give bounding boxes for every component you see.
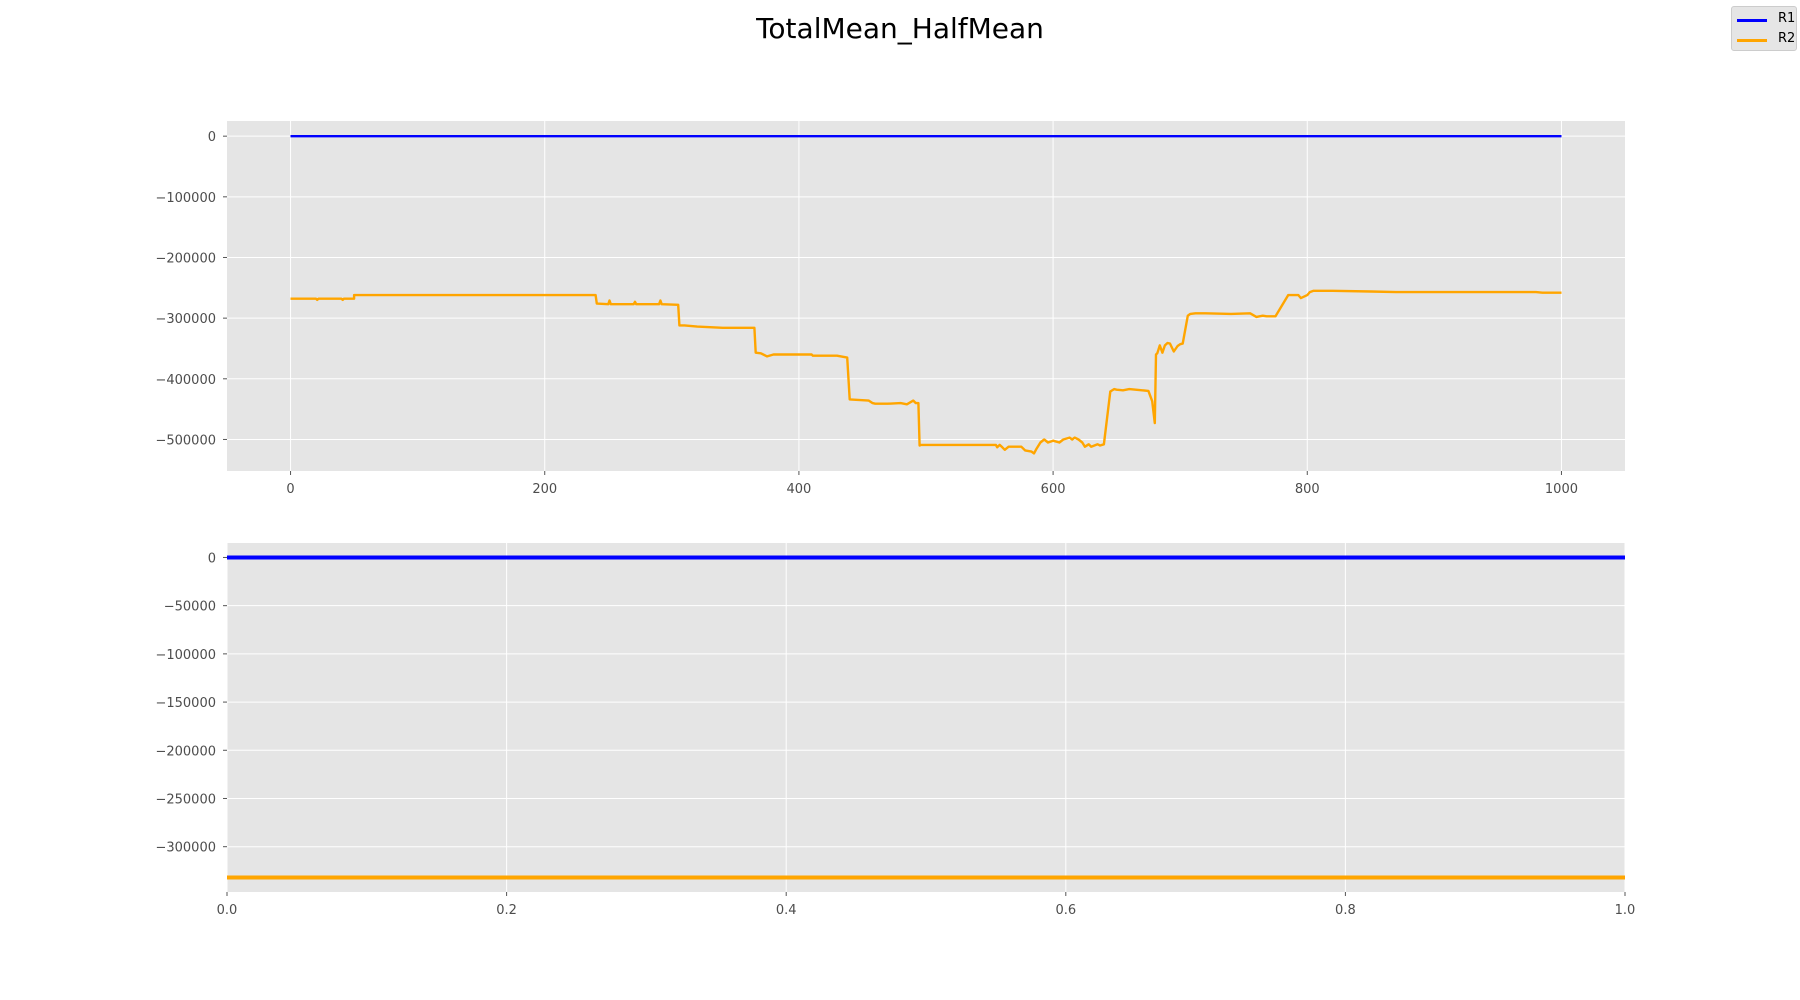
y-tick-label: −300000 (155, 841, 216, 856)
x-tick-label: 1.0 (1615, 903, 1636, 918)
x-tick-label: 1000 (1545, 482, 1578, 497)
legend-label-r1: R1 (1778, 11, 1796, 26)
y-tick-label: −300000 (155, 312, 216, 327)
legend-swatch-r1 (1737, 19, 1767, 22)
x-tick-label: 400 (786, 482, 811, 497)
y-tick-label: −400000 (155, 373, 216, 388)
series-line-r2 (290, 289, 1562, 455)
y-tick-label: −50000 (164, 600, 216, 615)
subplot-1: 0 200 400 600 800 1000 0 −100000 −200000 −300000 −… (155, 121, 1625, 497)
y-tick-label: −150000 (155, 696, 216, 711)
x-tick-label: 0.0 (217, 903, 238, 918)
legend-label-r2: R2 (1778, 31, 1796, 46)
figure-title: TotalMean_HalfMean (756, 12, 1044, 45)
y-tick-label: −500000 (155, 433, 216, 448)
x-tick-label: 0.8 (1335, 903, 1356, 918)
y-tick-label: −100000 (155, 191, 216, 206)
x-tick-label: 0.4 (776, 903, 797, 918)
y-tick-label: −200000 (155, 251, 216, 266)
legend: R1 R2 (1731, 6, 1797, 51)
x-tick-label: 600 (1041, 482, 1066, 497)
plot-background (227, 543, 1625, 892)
y-tick-label: −200000 (155, 744, 216, 759)
y-tick-label: 0 (208, 130, 216, 145)
subplot-2: 0.0 0.2 0.4 0.6 0.8 1.0 0 −50000 −100000 −150000 −… (155, 543, 1635, 918)
legend-swatch-r2 (1737, 39, 1767, 42)
y-tick-label: −250000 (155, 792, 216, 807)
x-tick-label: 0.2 (496, 903, 517, 918)
x-tick-label: 0 (286, 482, 294, 497)
x-tick-label: 200 (532, 482, 557, 497)
y-tick-label: −100000 (155, 648, 216, 663)
y-tick-label: 0 (208, 551, 216, 566)
x-tick-label: 800 (1295, 482, 1320, 497)
x-tick-label: 0.6 (1055, 903, 1076, 918)
